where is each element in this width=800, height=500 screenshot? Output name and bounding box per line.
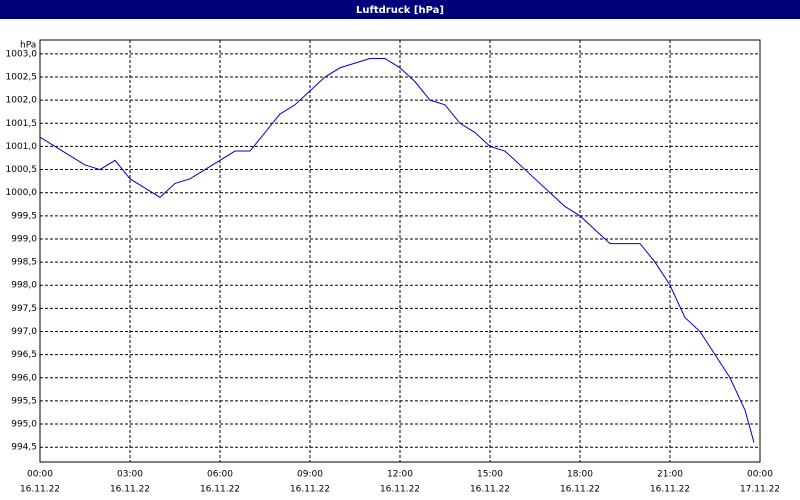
x-tick-label: 06:00 — [207, 470, 233, 480]
y-tick-label: 1000,0 — [6, 188, 38, 198]
x-tick-label: 00:00 — [747, 470, 773, 480]
x-tick-date: 16.11.22 — [470, 485, 510, 495]
y-tick-label: 1000,5 — [6, 165, 38, 175]
x-tick-label: 15:00 — [477, 470, 503, 480]
x-tick-date: 16.11.22 — [650, 485, 690, 495]
y-unit: hPa — [20, 41, 36, 51]
title-bar — [0, 0, 800, 19]
x-tick-date: 16.11.22 — [110, 485, 150, 495]
y-tick-label: 999,0 — [11, 234, 37, 244]
y-tick-label: 996,5 — [11, 350, 37, 360]
x-tick-date: 16.11.22 — [560, 485, 600, 495]
y-tick-label: 1002,0 — [6, 96, 38, 106]
y-tick-label: 995,0 — [11, 420, 37, 430]
chart-title: Luftdruck [hPa] — [356, 5, 444, 16]
y-tick-label: 1001,5 — [6, 119, 38, 129]
x-tick-label: 21:00 — [657, 470, 683, 480]
x-tick-date: 16.11.22 — [20, 485, 60, 495]
y-tick-label: 994,5 — [11, 443, 37, 453]
y-tick-label: 999,5 — [11, 211, 37, 221]
x-tick-label: 09:00 — [297, 470, 323, 480]
y-tick-label: 998,5 — [11, 258, 37, 268]
x-tick-label: 12:00 — [387, 470, 413, 480]
y-tick-label: 996,0 — [11, 373, 37, 383]
y-tick-label: 1002,5 — [6, 73, 38, 83]
line-series — [39, 58, 755, 443]
y-tick-label: 995,5 — [11, 396, 37, 406]
y-tick-label: 997,0 — [11, 327, 37, 337]
x-tick-date: 16.11.22 — [290, 485, 330, 495]
y-tick-label: 1003,0 — [6, 49, 38, 59]
x-tick-label: 00:00 — [27, 470, 53, 480]
y-tick-label: 998,0 — [11, 281, 37, 291]
x-tick-date: 17.11.22 — [740, 485, 780, 495]
x-tick-label: 03:00 — [117, 470, 143, 480]
y-tick-label: 1001,0 — [6, 142, 38, 152]
x-tick-date: 16.11.22 — [200, 485, 240, 495]
x-tick-date: 16.11.22 — [380, 485, 420, 495]
x-tick-label: 18:00 — [567, 470, 593, 480]
y-tick-label: 997,5 — [11, 304, 37, 314]
